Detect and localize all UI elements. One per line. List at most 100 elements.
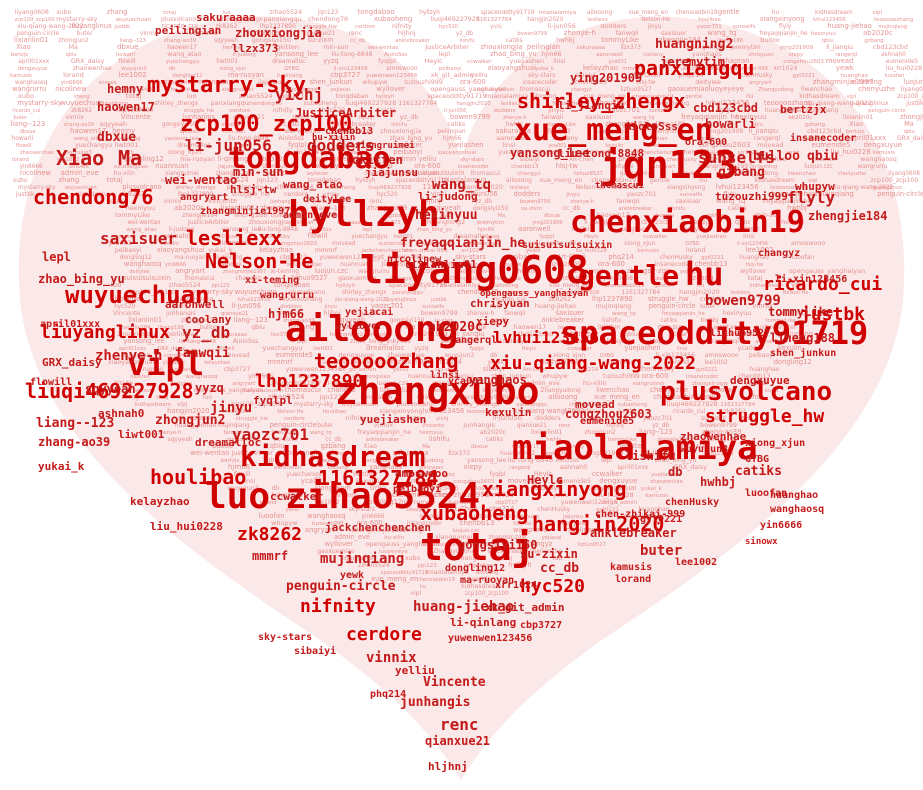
filler-word: changyz: [524, 540, 553, 548]
filler-word: hu: [696, 282, 704, 289]
filler-word: li-judong: [420, 458, 444, 464]
filler-word: totaj: [156, 395, 168, 401]
filler-word: gyt0221: [793, 73, 815, 79]
filler-word: flowill: [219, 346, 235, 352]
filler-word: zhao_bing_yu: [490, 50, 537, 58]
filler-word: yca001: [738, 344, 761, 352]
filler-word: wyllover: [376, 85, 405, 93]
filler-word: hyllzyh: [417, 395, 435, 401]
word: cc_db: [540, 561, 579, 576]
filler-word: zcp100_zcp100: [870, 177, 918, 184]
filler-word: chenxiaobin19: [676, 10, 718, 16]
filler-word: dengxuyue: [339, 351, 375, 359]
filler-word: panxiangqu: [516, 402, 547, 408]
filler-word: qianxue21: [517, 423, 547, 429]
filler-word: chenyuzhe: [650, 386, 688, 394]
filler-word: lizhuo9527: [620, 87, 652, 93]
filler-word: huangning2: [330, 332, 363, 338]
filler-word: yukai_k: [498, 150, 520, 156]
filler-word: xiaoyangshuai: [488, 64, 537, 72]
filler-word: nicolinew: [416, 267, 448, 275]
filler-word: zhang-ao39: [367, 204, 408, 212]
filler-word: huang-jiehao: [771, 190, 816, 198]
filler-word: dodders: [493, 108, 515, 114]
filler-word: yuechangyu: [286, 470, 326, 478]
filler-word: db: [169, 66, 176, 72]
filler-word: min-sun: [658, 323, 685, 331]
filler-word: teooooozhang: [279, 296, 322, 303]
filler-word: rangerql: [113, 234, 134, 240]
filler-word: tommyLike: [115, 212, 150, 219]
filler-word: liwt001: [394, 234, 414, 240]
filler-word: zhaowenhae: [20, 150, 55, 156]
word: tuzouzhi999: [715, 190, 788, 203]
filler-word: sakuraaaa: [337, 220, 363, 226]
filler-word: xubaoheng: [617, 402, 647, 408]
filler-word: zhenye-h: [570, 199, 593, 205]
filler-word: ora-600: [642, 372, 669, 380]
filler-word: tommyLike: [765, 318, 796, 324]
filler-word: wuyuechuan: [65, 185, 97, 191]
filler-word: xk_git_admin: [431, 71, 474, 79]
filler-word: luo: [553, 554, 563, 562]
filler-word: yichj: [381, 107, 396, 114]
filler-word: tommyLike: [608, 437, 637, 443]
filler-word: struggle_hw: [232, 191, 270, 198]
filler-word: mystarry-sky: [17, 99, 62, 107]
filler-word: 1161327784: [476, 17, 512, 23]
word: lee1002: [675, 557, 717, 568]
word: cbd123cbd: [693, 101, 758, 115]
filler-word: hlsj-tw: [114, 381, 133, 387]
filler-word: lishifu: [429, 435, 450, 443]
filler-word: lqkitten: [620, 442, 647, 450]
filler-word: luoyeyeye: [482, 388, 512, 394]
filler-word: saxisuer: [556, 309, 585, 317]
filler-word: ailooong: [476, 570, 498, 576]
filler-word: ailooong: [548, 393, 577, 401]
filler-word: Vincente: [422, 423, 444, 429]
filler-word: fanwqii: [504, 311, 526, 317]
filler-word: lizhuo9527: [380, 387, 413, 394]
filler-word: cc_db: [562, 205, 580, 212]
filler-word: gyt0221: [710, 156, 735, 163]
filler-word: wang_tq: [633, 115, 655, 121]
filler-word: su-zixin: [308, 36, 334, 44]
filler-word: april01xxx: [18, 59, 50, 65]
word: gongsiyi150: [458, 538, 537, 552]
filler-word: lichaoran: [653, 143, 678, 149]
filler-word: hljhnj: [324, 310, 341, 317]
filler-word: eumenide5: [379, 241, 407, 247]
filler-word: jiajunsu: [217, 164, 238, 170]
filler-word: hyllzyh: [376, 94, 395, 100]
filler-word: min-sun: [755, 211, 781, 219]
filler-word: yyzq: [487, 234, 499, 240]
filler-word: lizhuo9527: [574, 171, 603, 177]
filler-word: liheng188: [709, 437, 737, 443]
filler-word: gentle: [472, 576, 491, 583]
filler-word: xk_git_admin: [372, 155, 416, 163]
filler-word: Zhangyudong: [736, 170, 778, 177]
filler-word: yanghaos: [553, 339, 580, 345]
filler-word: wangrurru: [12, 85, 46, 93]
filler-word: jqn123: [317, 9, 339, 16]
filler-word: liang--123: [639, 428, 672, 436]
filler-word: xubaoheng: [502, 290, 530, 296]
word: ailooong: [285, 309, 458, 350]
filler-word: ab2020c: [780, 311, 805, 317]
filler-word: buter: [77, 31, 93, 37]
filler-word: lee1002: [119, 71, 147, 79]
filler-word: zhao_bing_yu: [655, 457, 697, 464]
filler-word: bowen9799: [421, 310, 458, 317]
filler-word: zhangsir-zgw: [216, 171, 253, 177]
filler-word: sunzhongxiao: [287, 262, 322, 268]
heart-shape: [18, 16, 905, 781]
filler-word: catiks: [728, 204, 748, 212]
filler-word: chenxiaobin19: [632, 94, 674, 100]
word: justbk: [800, 304, 865, 325]
filler-word: luo: [111, 281, 121, 289]
filler-word: peilingian: [437, 129, 466, 135]
filler-word: hwhbj: [787, 204, 807, 212]
filler-word: gaoxuemiao: [317, 548, 355, 555]
filler-word: whupyw: [542, 373, 568, 380]
